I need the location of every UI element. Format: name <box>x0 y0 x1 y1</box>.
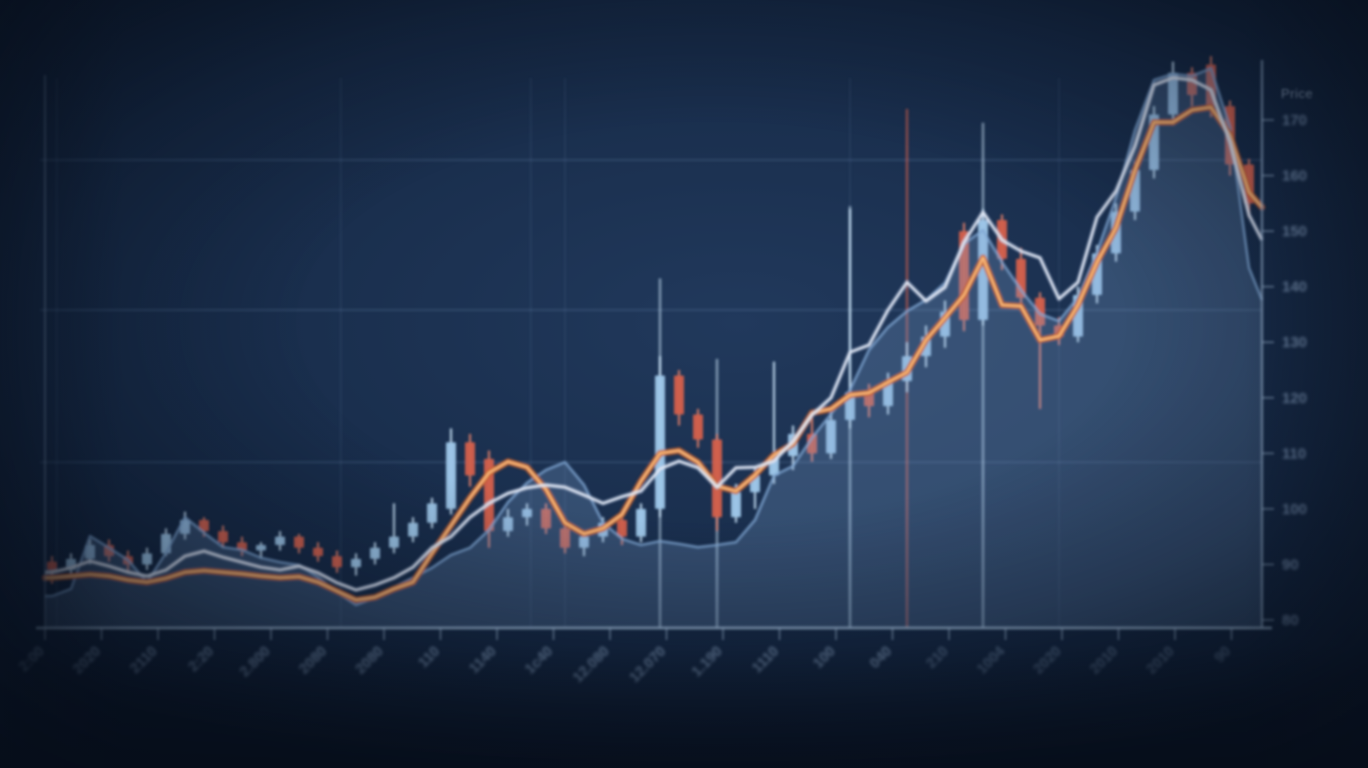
x-tick-label: 2080 <box>353 644 387 678</box>
candle-down <box>47 561 57 570</box>
candle-down <box>332 556 342 568</box>
x-tick-label: 1110 <box>749 644 782 677</box>
candle-up <box>275 536 285 545</box>
y-tick-label: 150 <box>1282 223 1307 240</box>
x-tick-label: 2020 <box>1031 644 1065 678</box>
y-tick-label: 160 <box>1282 168 1307 185</box>
candle-up <box>370 547 380 559</box>
candle-down <box>674 375 684 415</box>
x-tick-label: 2110 <box>127 644 161 678</box>
y-tick-label: 120 <box>1282 390 1307 407</box>
x-tick-label: 2:20 <box>185 644 217 676</box>
candle-down <box>294 536 304 548</box>
y-tick-label: 80 <box>1282 612 1299 629</box>
candle-up <box>446 442 456 509</box>
area-series-fill <box>45 68 1262 629</box>
y-axis-title: Price <box>1281 86 1314 101</box>
candle-down <box>218 531 228 543</box>
x-tick-label: 1.190 <box>689 644 726 681</box>
candle-up <box>636 508 646 537</box>
plot-layer <box>36 56 1274 640</box>
candle-up <box>351 558 361 568</box>
x-tick-label: 2:00 <box>16 644 48 676</box>
y-tick-label: 90 <box>1282 556 1299 573</box>
x-tick-label: 2020 <box>70 644 104 678</box>
y-tick-label: 140 <box>1282 279 1307 296</box>
x-tick-label: 110 <box>415 644 443 672</box>
candle-down <box>693 414 703 440</box>
x-tick-label: 12.080 <box>570 644 613 687</box>
y-tick-label: 170 <box>1282 112 1307 129</box>
x-tick-label: 90 <box>1212 644 1235 667</box>
candle-up <box>256 544 266 551</box>
x-tick-label: 1004 <box>974 644 1008 678</box>
x-tick-label: 2010 <box>1144 644 1178 678</box>
candle-up <box>389 536 399 548</box>
x-tick-label: 2080 <box>296 644 330 678</box>
x-tick-label: 12.070 <box>627 644 670 687</box>
x-tick-label: 2010 <box>1087 644 1121 678</box>
y-tick-label: 130 <box>1282 334 1307 351</box>
x-tick-label: 2.800 <box>237 644 274 681</box>
x-tick-label: 100 <box>810 644 838 672</box>
candle-up <box>731 492 741 518</box>
x-tick-label: 210 <box>923 644 951 672</box>
y-tick-label: 100 <box>1282 501 1307 518</box>
candle-up <box>408 522 418 537</box>
candle-down <box>465 442 475 476</box>
x-tick-label: 1c40 <box>522 644 556 678</box>
x-tick-label: 040 <box>867 644 895 672</box>
candle-up <box>655 375 665 509</box>
x-tick-label: 1140 <box>466 644 500 678</box>
candle-up <box>427 503 437 523</box>
candle-down <box>617 519 627 537</box>
y-tick-label: 110 <box>1282 445 1306 462</box>
candle-down <box>313 547 323 557</box>
candle-up <box>142 553 152 565</box>
